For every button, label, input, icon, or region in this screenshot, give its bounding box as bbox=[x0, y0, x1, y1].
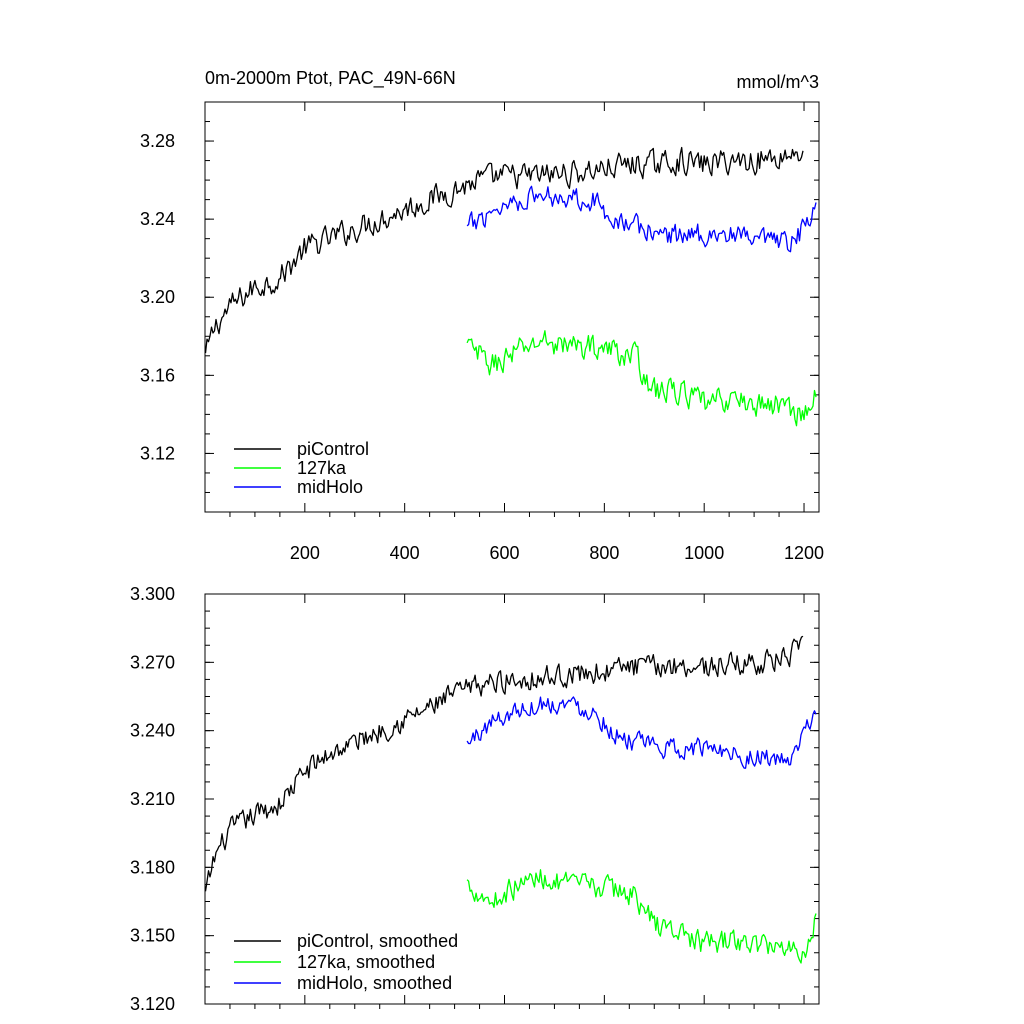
series-line-127ka bbox=[466, 330, 817, 427]
x-tick-label: 400 bbox=[390, 543, 420, 563]
y-tick-label: 3.120 bbox=[130, 994, 175, 1014]
top-tick-labels: 200 400 600 800 1000 1200 3.12 3.16 3.20 3.24 3.28 bbox=[140, 131, 824, 563]
y-tick-label: 3.240 bbox=[130, 721, 175, 741]
bottom-plot-frame bbox=[204, 593, 820, 1005]
x-tick-label: 1000 bbox=[684, 543, 724, 563]
y-tick-label: 3.24 bbox=[140, 209, 175, 229]
series-line-midholo bbox=[466, 185, 817, 253]
legend-label: 127ka, smoothed bbox=[297, 952, 435, 972]
top-panel: 0m-2000m Ptot, PAC_49N-66N mmol/m^3 200 4… bbox=[140, 68, 824, 563]
x-tick-label: 800 bbox=[589, 543, 619, 563]
units-label: mmol/m^3 bbox=[737, 72, 819, 92]
series-line-picontrol-smoothed bbox=[204, 635, 804, 892]
series-line-127ka-smoothed bbox=[466, 869, 817, 964]
legend-label: midHolo bbox=[297, 477, 363, 497]
series-line-midholo-smoothed bbox=[466, 696, 817, 769]
y-tick-label: 3.16 bbox=[140, 365, 175, 385]
bottom-tick-labels: 3.120 3.150 3.180 3.210 3.240 3.270 3.300 bbox=[130, 584, 175, 1014]
y-tick-label: 3.28 bbox=[140, 131, 175, 151]
y-tick-label: 3.20 bbox=[140, 287, 175, 307]
x-tick-label: 1200 bbox=[784, 543, 824, 563]
y-tick-label: 3.180 bbox=[130, 857, 175, 877]
top-plot-area bbox=[204, 146, 817, 427]
series-line-picontrol bbox=[204, 146, 804, 354]
y-tick-label: 3.270 bbox=[130, 652, 175, 672]
x-tick-label: 600 bbox=[489, 543, 519, 563]
legend-label: midHolo, smoothed bbox=[297, 973, 452, 993]
y-tick-label: 3.150 bbox=[130, 926, 175, 946]
bottom-panel: 3.120 3.150 3.180 3.210 3.240 3.270 3.300 piCo… bbox=[130, 584, 820, 1014]
panel-title: 0m-2000m Ptot, PAC_49N-66N bbox=[205, 68, 456, 89]
y-tick-label: 3.300 bbox=[130, 584, 175, 604]
x-tick-label: 200 bbox=[290, 543, 320, 563]
top-plot-frame bbox=[204, 101, 820, 513]
legend-label: piControl bbox=[297, 439, 369, 459]
legend-label: piControl, smoothed bbox=[297, 931, 458, 951]
legend-label: 127ka bbox=[297, 458, 347, 478]
y-tick-label: 3.210 bbox=[130, 789, 175, 809]
bottom-plot-area bbox=[204, 635, 817, 964]
y-tick-label: 3.12 bbox=[140, 443, 175, 463]
